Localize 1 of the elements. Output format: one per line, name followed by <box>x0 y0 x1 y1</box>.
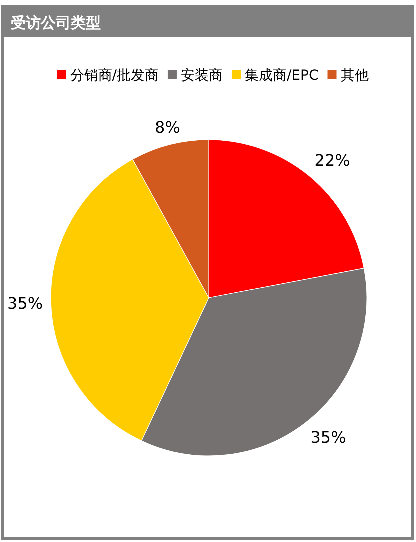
title: 受访公司类型 <box>11 14 101 32</box>
